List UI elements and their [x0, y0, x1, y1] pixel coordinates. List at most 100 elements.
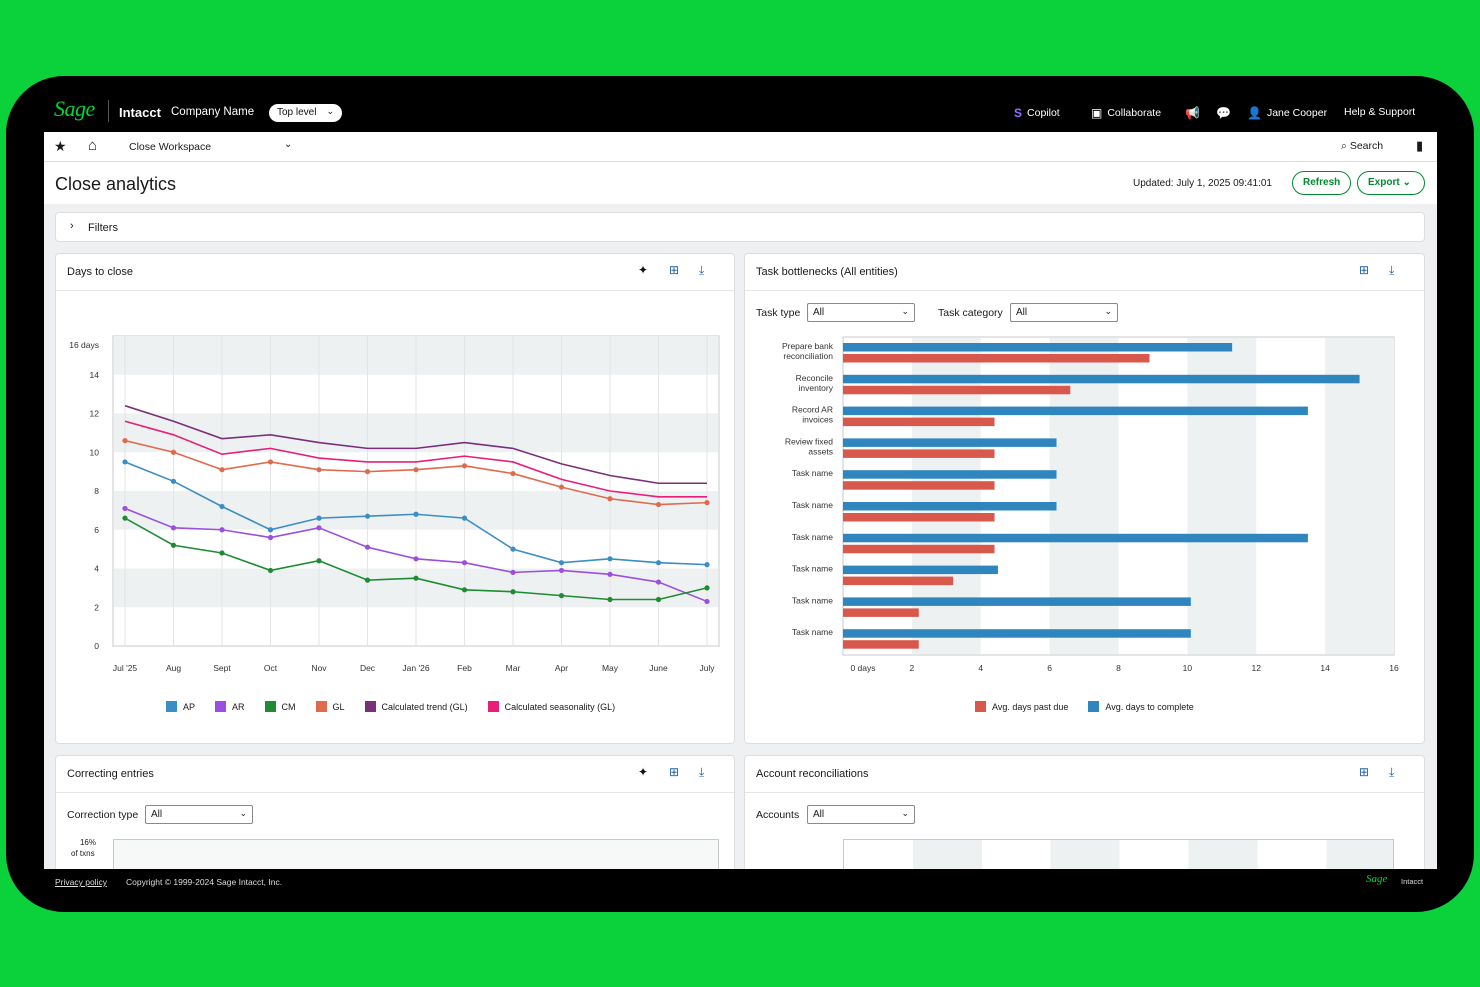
data-point — [219, 527, 225, 533]
announcements-button[interactable]: 📢 — [1185, 106, 1200, 120]
star-icon[interactable]: ★ — [54, 138, 67, 154]
bar-days-past-due — [843, 576, 954, 586]
refresh-button[interactable]: Refresh — [1292, 171, 1352, 195]
bar-days-past-due — [843, 481, 995, 490]
data-point — [655, 501, 662, 508]
correcting-entries-card: Correcting entries ✦ ⊞ ⤓ Correction type… — [55, 755, 735, 869]
x-tick-label: Dec — [360, 663, 376, 673]
download-icon[interactable]: ⤓ — [699, 765, 705, 779]
search-button[interactable]: ⌕ Search — [1341, 140, 1383, 153]
bar-days-past-due — [843, 608, 919, 617]
category-label: Task name — [792, 468, 833, 478]
copilot-button[interactable]: S Copilot — [1014, 106, 1060, 120]
data-point — [510, 546, 516, 552]
category-label: Task name — [792, 532, 833, 542]
y-tick-label: 0 — [94, 641, 99, 651]
user-menu[interactable]: 👤 Jane Cooper — [1247, 106, 1327, 120]
bar-days-past-due — [843, 449, 995, 458]
download-icon[interactable]: ⤓ — [699, 263, 705, 277]
help-support-link[interactable]: Help & Support — [1344, 106, 1415, 118]
data-point — [267, 534, 274, 541]
search-icon: ⌕ — [1341, 140, 1347, 152]
category-label: invoices — [802, 415, 833, 425]
x-tick-label: 2 — [910, 663, 915, 673]
x-tick-label: July — [699, 663, 715, 673]
download-icon[interactable]: ⤓ — [1389, 765, 1395, 779]
legend-item[interactable]: Calculated seasonality (GL) — [487, 701, 615, 712]
x-tick-label: Sept — [213, 663, 231, 673]
category-label: Reconcile — [796, 373, 834, 383]
download-icon[interactable]: ⤓ — [1389, 263, 1395, 277]
category-label: inventory — [799, 383, 834, 393]
data-point — [170, 449, 177, 455]
data-point — [461, 515, 468, 521]
legend-item[interactable]: Calculated trend (GL) — [364, 701, 468, 712]
collaborate-label: Collaborate — [1107, 107, 1162, 119]
days-to-close-chart: 16 days 0 2 4 6 8 10 12 14 Jul '25 Aug Sept Oct Nov De… — [69, 335, 720, 673]
data-point — [704, 585, 710, 591]
chevron-down-icon: ⌄ — [239, 808, 247, 818]
copyright-text: Copyright © 1999-2024 Sage Intacct, Inc. — [126, 877, 283, 887]
sparkle-icon[interactable]: ✦ — [638, 263, 649, 277]
page-title: Close analytics — [55, 174, 177, 194]
chevron-down-icon[interactable]: ⌄ — [284, 139, 293, 150]
task-category-select[interactable]: All ⌄ — [1010, 303, 1118, 322]
table-view-icon[interactable]: ⊞ — [1359, 263, 1370, 277]
card-title: Task bottlenecks (All entities) — [756, 266, 898, 278]
data-point — [170, 478, 177, 484]
legend-label: Avg. days to complete — [1105, 701, 1194, 712]
card-divider — [745, 792, 1424, 793]
home-icon[interactable]: ⌂ — [88, 137, 98, 154]
x-tick-label: Mar — [506, 663, 521, 673]
bookmark-icon[interactable]: ▮ — [1416, 138, 1424, 153]
legend-label: GL — [332, 701, 345, 712]
x-tick-label: 12 — [1252, 663, 1262, 673]
export-label: Export — [1368, 177, 1400, 188]
task-type-select[interactable]: All ⌄ — [807, 303, 915, 322]
correction-type-select[interactable]: All ⌄ — [145, 805, 253, 824]
table-view-icon[interactable]: ⊞ — [669, 765, 680, 779]
legend-item[interactable]: Avg. days past due — [975, 701, 1068, 712]
privacy-policy-link[interactable]: Privacy policy — [55, 877, 107, 887]
filters-panel[interactable]: › Filters — [55, 212, 1425, 242]
chevron-right-icon: › — [70, 220, 74, 232]
category-label: Prepare bank — [782, 341, 834, 351]
table-view-icon[interactable]: ⊞ — [1359, 765, 1370, 779]
data-point — [170, 542, 177, 548]
chat-button[interactable]: 💬 — [1216, 106, 1231, 120]
legend-swatch — [1088, 701, 1100, 712]
table-view-icon[interactable]: ⊞ — [669, 263, 680, 277]
legend-swatch — [487, 701, 499, 712]
legend-item[interactable]: AR — [215, 701, 245, 712]
legend-item[interactable]: AP — [166, 701, 195, 712]
sage-logo[interactable]: Sage — [54, 96, 95, 121]
level-selector[interactable]: Top level ⌄ — [269, 104, 342, 122]
data-point — [170, 525, 177, 531]
bottleneck-chart-legend: Avg. days past due Avg. days to complete — [975, 701, 1194, 712]
legend-item[interactable]: Avg. days to complete — [1088, 701, 1194, 712]
task-bottlenecks-chart: 0 days 2 4 6 8 10 12 14 16 Prepare bankreconcilia… — [782, 336, 1399, 673]
card-divider — [56, 792, 734, 793]
task-type-value: All — [813, 307, 825, 318]
top-divider — [108, 100, 109, 122]
legend-item[interactable]: CM — [264, 701, 296, 712]
data-point — [704, 500, 710, 506]
sparkle-icon[interactable]: ✦ — [638, 765, 649, 779]
y-tick-label: 2 — [94, 602, 99, 612]
legend-swatch — [166, 701, 177, 712]
accounts-select[interactable]: All ⌄ — [807, 805, 915, 824]
y-tick-label: 6 — [94, 525, 99, 535]
x-tick-label: May — [602, 663, 619, 673]
bar-days-to-complete — [843, 502, 1057, 511]
company-name[interactable]: Company Name — [171, 106, 255, 118]
legend-swatch — [215, 701, 227, 712]
card-divider — [56, 290, 734, 291]
chevron-down-icon: ⌄ — [901, 306, 909, 316]
data-point — [461, 463, 468, 469]
legend-item[interactable]: GL — [315, 701, 345, 712]
card-title: Days to close — [67, 266, 134, 278]
workspace-selector[interactable]: Close Workspace — [129, 141, 212, 153]
export-button[interactable]: Export ⌄ — [1357, 171, 1425, 195]
legend-swatch — [975, 701, 986, 712]
collaborate-button[interactable]: ▣ Collaborate — [1091, 106, 1161, 120]
